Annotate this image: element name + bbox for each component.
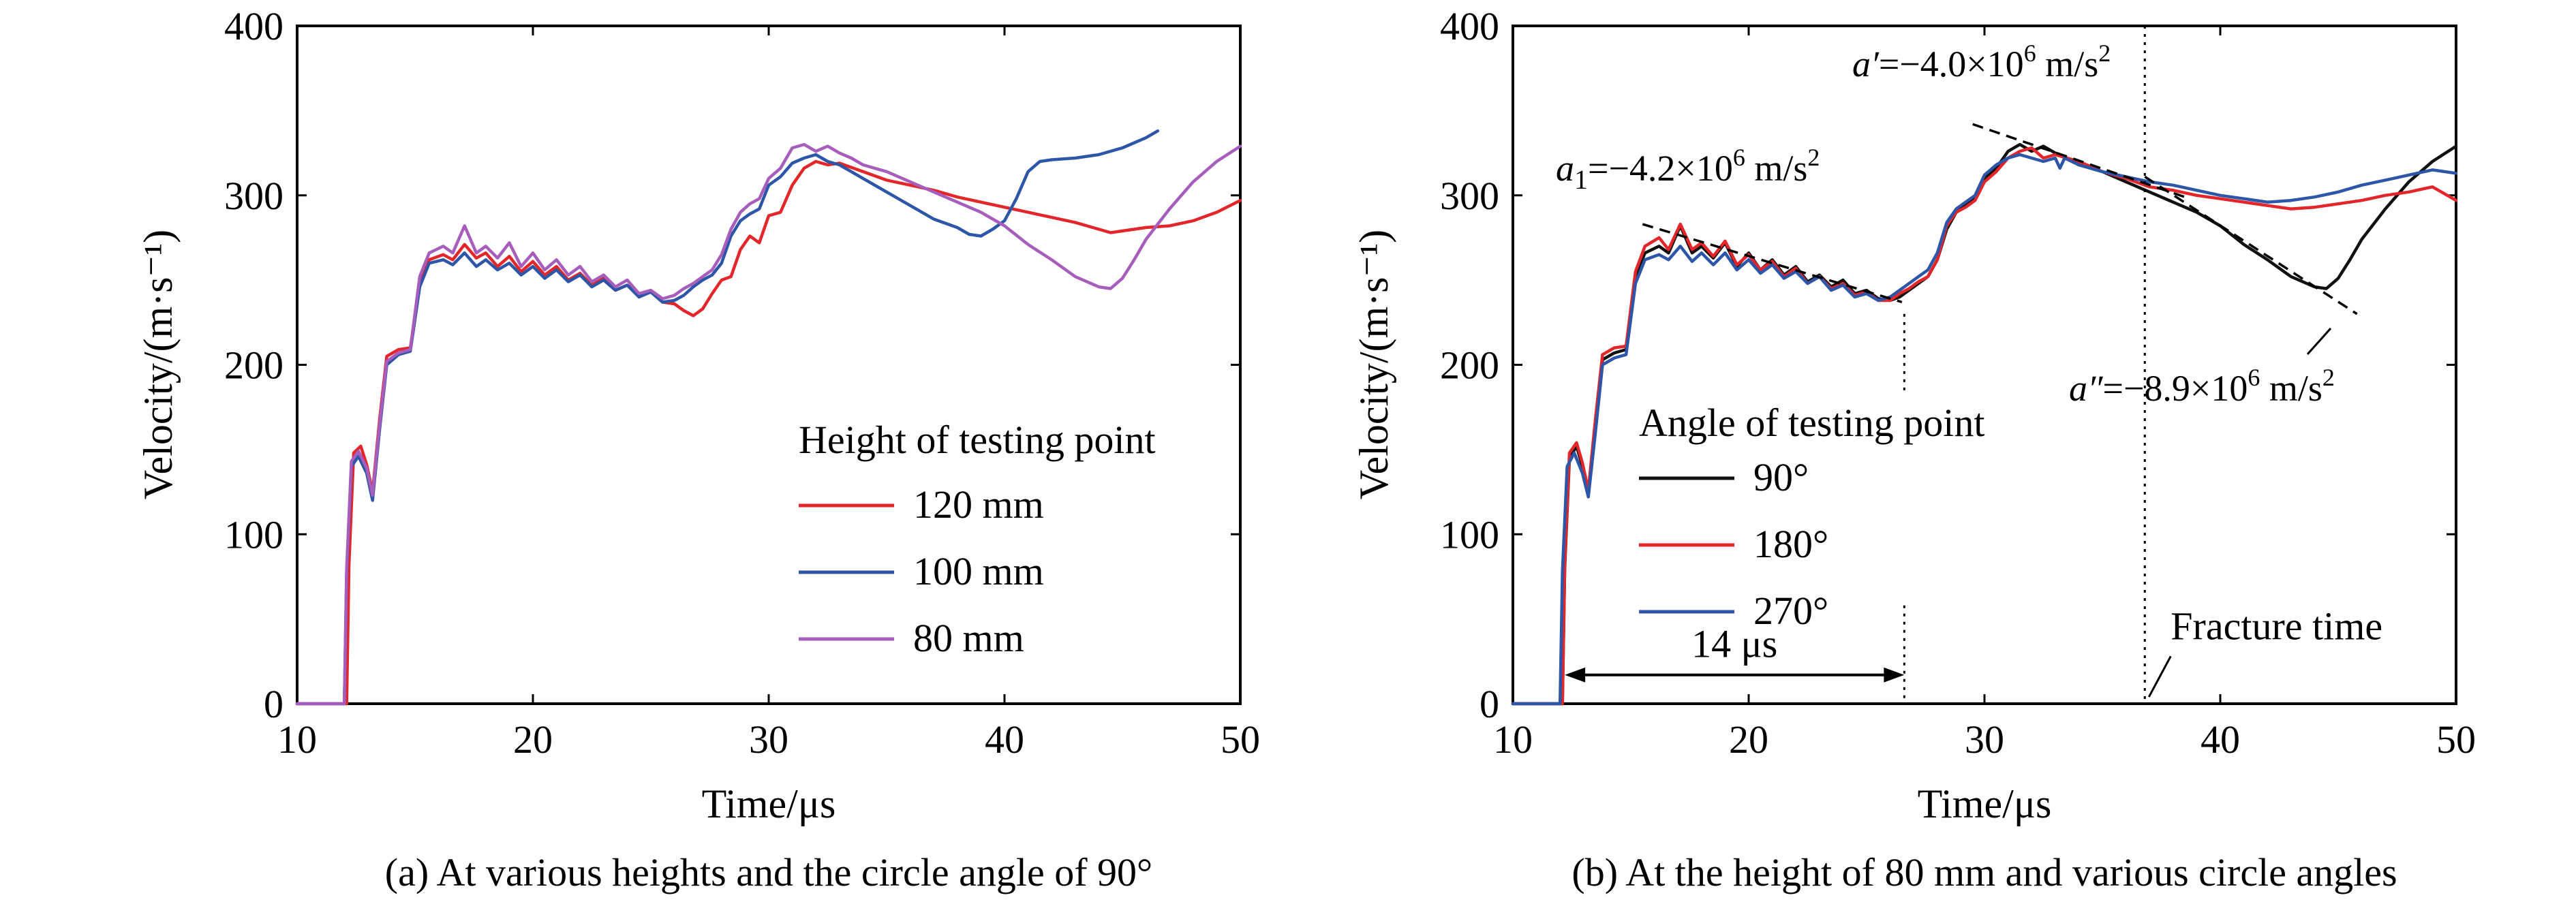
legend-b: 90° 180° 270° [1639, 455, 1828, 633]
y-tick-label: 0 [1479, 682, 1499, 726]
x-axis-label-a: Time/μs [702, 781, 836, 826]
caption-b: (b) At the height of 80 mm and various c… [1571, 850, 2397, 894]
x-tick-label: 20 [513, 717, 553, 762]
y-tick-label: 300 [1440, 174, 1499, 218]
plot-frame-a [296, 25, 1242, 705]
x-tick-label: 40 [2201, 717, 2240, 762]
fracture-pointer [2147, 655, 2172, 698]
legend-label: 90° [1753, 455, 1809, 499]
slope-line-a1 [1642, 223, 1903, 304]
series-lines-a [295, 129, 1242, 706]
chart-panel-b: 10 20 30 40 50 0 100 200 300 400 14 μs Fracture ti… [1351, 4, 2476, 894]
plot-frame-b [1512, 25, 2457, 705]
y-tick-label: 200 [1440, 343, 1499, 388]
x-tick-label: 10 [1493, 717, 1533, 762]
series-line-80mm [295, 142, 1242, 706]
y-tick-label: 0 [264, 682, 283, 726]
y-tick-label: 100 [1440, 512, 1499, 557]
legend-label: 80 mm [913, 616, 1024, 660]
series-line-90 [1511, 142, 2458, 706]
x-tick-label: 50 [1221, 717, 1260, 762]
slope-label-a1: a1=−4.2×106 m/s2 [1556, 144, 1820, 195]
slope-label-a-prime: a′=−4.0×106 m/s2 [1852, 40, 2111, 84]
x-axis-label-b: Time/μs [1918, 781, 2052, 826]
legend-label: 120 mm [913, 482, 1044, 527]
slope-line-a-double-prime [2144, 175, 2358, 315]
x-tick-label: 30 [749, 717, 788, 762]
chart-panel-a: 10 20 30 40 50 0 100 200 300 400 Time/μs Velocity… [136, 4, 1260, 894]
slope-label-a-double-prime: a″=−8.9×106 m/s2 [2069, 364, 2335, 409]
interval-arrow-head-left [1565, 667, 1586, 683]
legend-title-a: Height of testing point [799, 418, 1156, 462]
legend-a: 120 mm 100 mm 80 mm [799, 482, 1044, 660]
interval-label: 14 μs [1691, 622, 1777, 666]
legend-title-b: Angle of testing point [1639, 401, 1984, 445]
slope-line-a-prime [1972, 123, 2186, 198]
series-lines-b [1511, 142, 2458, 706]
x-tick-label: 30 [1965, 717, 2004, 762]
y-tick-label: 400 [224, 4, 283, 48]
series-line-180 [1511, 146, 2458, 706]
x-tick-label: 20 [1729, 717, 1768, 762]
y-axis-label-b: Velocity/(m·s⁻¹) [1351, 230, 1396, 499]
legend-label: 180° [1753, 522, 1828, 566]
series-line-100mm [295, 129, 1160, 706]
fracture-time-label: Fracture time [2171, 604, 2382, 648]
legend-label: 100 mm [913, 549, 1044, 593]
x-tick-label: 40 [985, 717, 1024, 762]
series-line-270 [1511, 153, 2458, 706]
x-tick-label: 50 [2436, 717, 2476, 762]
y-tick-label: 200 [224, 343, 283, 388]
caption-a: (a) At various heights and the circle an… [385, 850, 1152, 894]
slope-pointer-a-double-prime [2306, 327, 2332, 356]
y-tick-label: 400 [1440, 4, 1499, 48]
y-tick-label: 300 [224, 174, 283, 218]
interval-arrow-head-right [1884, 667, 1905, 683]
y-tick-label: 100 [224, 512, 283, 557]
y-axis-label-a: Velocity/(m·s⁻¹) [136, 230, 181, 499]
annotations-b: 14 μs Fracture time a1=−4.2×106 m/s2 a′=−4.… [1556, 26, 2382, 704]
ticks-b: 10 20 30 40 50 0 100 200 300 400 [1440, 4, 2476, 762]
x-tick-label: 10 [277, 717, 317, 762]
ticks-a: 10 20 30 40 50 0 100 200 300 400 [224, 4, 1260, 762]
legend-label: 270° [1753, 589, 1828, 633]
